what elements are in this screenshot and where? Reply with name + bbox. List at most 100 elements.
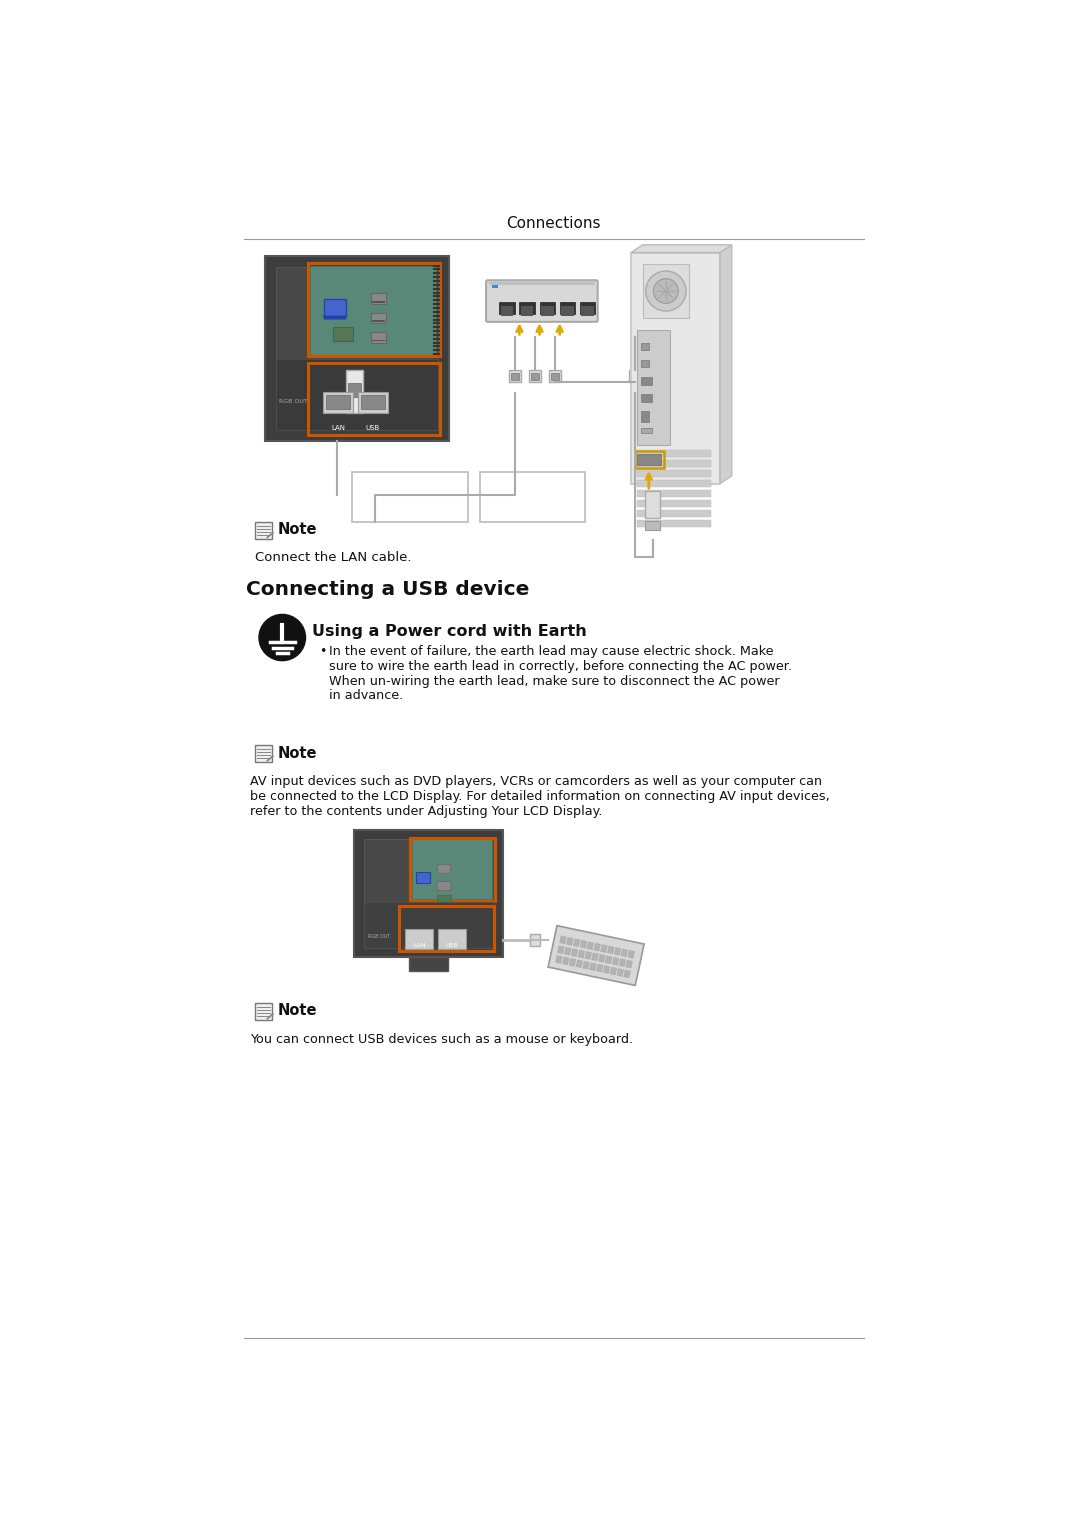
Polygon shape (610, 967, 617, 974)
Bar (413, 840, 492, 899)
Bar (580, 302, 595, 315)
Bar (437, 895, 451, 906)
Bar (255, 522, 272, 539)
Polygon shape (567, 938, 573, 945)
Text: When un-wiring the earth lead, make sure to disconnect the AC power: When un-wiring the earth lead, make sure… (328, 675, 780, 687)
Text: USB: USB (446, 942, 458, 948)
Bar (529, 370, 541, 382)
Text: In the event of failure, the earth lead may cause electric shock. Make: In the event of failure, the earth lead … (328, 646, 773, 658)
Bar (354, 831, 503, 957)
Bar (266, 257, 449, 441)
Bar (373, 339, 384, 341)
Polygon shape (596, 964, 603, 973)
Polygon shape (592, 953, 598, 960)
FancyBboxPatch shape (486, 281, 597, 322)
Polygon shape (720, 244, 732, 484)
Polygon shape (604, 965, 610, 974)
Bar (308, 362, 440, 435)
Bar (334, 327, 353, 341)
Polygon shape (583, 962, 590, 970)
Text: Note: Note (278, 1003, 318, 1019)
Bar (409, 957, 448, 971)
Polygon shape (625, 960, 633, 968)
Bar (255, 1003, 272, 1020)
Bar (511, 374, 518, 380)
Text: AV input devices such as DVD players, VCRs or camcorders as well as your compute: AV input devices such as DVD players, VC… (249, 774, 822, 788)
Polygon shape (565, 947, 571, 954)
Polygon shape (323, 316, 348, 319)
Bar (499, 302, 515, 315)
Bar (637, 470, 711, 476)
Bar (540, 302, 555, 315)
Bar (642, 428, 652, 432)
Circle shape (259, 614, 306, 661)
Bar (276, 359, 438, 431)
Bar (362, 395, 384, 409)
Polygon shape (594, 944, 600, 951)
Bar (549, 370, 562, 382)
Text: Note: Note (278, 522, 318, 538)
Bar (581, 307, 594, 316)
Bar (635, 450, 663, 469)
Bar (642, 377, 652, 385)
Text: RGB OUT: RGB OUT (279, 399, 308, 403)
Polygon shape (617, 968, 623, 976)
Bar (400, 906, 494, 951)
Polygon shape (578, 950, 584, 957)
Text: Note: Note (278, 745, 318, 760)
Bar (255, 745, 272, 762)
Text: refer to the contents under Adjusting Your LCD Display.: refer to the contents under Adjusting Yo… (249, 805, 602, 818)
Bar (364, 901, 494, 948)
Bar (631, 374, 638, 380)
Bar (480, 472, 584, 522)
Polygon shape (619, 959, 625, 967)
Polygon shape (607, 947, 615, 954)
Bar (348, 383, 361, 397)
Bar (631, 252, 720, 484)
Polygon shape (615, 947, 621, 956)
Text: be connected to the LCD Display. For detailed information on connecting AV input: be connected to the LCD Display. For det… (249, 789, 829, 803)
Bar (276, 267, 438, 431)
Polygon shape (559, 936, 566, 944)
Text: Using a Power cord with Earth: Using a Power cord with Earth (312, 623, 586, 638)
Polygon shape (557, 945, 565, 954)
Bar (645, 492, 661, 518)
Bar (437, 864, 449, 873)
Bar (359, 392, 388, 414)
Text: RGB OUT: RGB OUT (368, 935, 390, 939)
Bar (551, 374, 559, 380)
Bar (637, 454, 661, 466)
Bar (310, 266, 436, 354)
Bar (637, 460, 711, 467)
Text: Connecting a USB device: Connecting a USB device (246, 580, 529, 599)
Bar (323, 392, 353, 414)
Bar (531, 374, 539, 380)
Bar (642, 344, 649, 350)
Polygon shape (571, 948, 578, 956)
Polygon shape (549, 925, 644, 985)
Bar (373, 301, 384, 302)
Text: Connect the LAN cable.: Connect the LAN cable. (255, 551, 411, 565)
Bar (637, 490, 711, 496)
Bar (370, 331, 387, 342)
Polygon shape (627, 950, 635, 959)
Polygon shape (605, 956, 612, 964)
Bar (521, 307, 534, 316)
Bar (370, 313, 387, 324)
Bar (416, 872, 430, 883)
Bar (629, 370, 642, 382)
Text: in advance.: in advance. (328, 689, 403, 702)
Bar (509, 370, 521, 382)
Text: USB: USB (366, 425, 380, 431)
Bar (643, 264, 689, 318)
Bar (492, 286, 499, 289)
Bar (501, 307, 513, 316)
Polygon shape (576, 960, 583, 968)
Polygon shape (623, 970, 631, 977)
Bar (637, 510, 711, 516)
Text: •: • (320, 646, 327, 658)
Polygon shape (600, 945, 607, 953)
Polygon shape (598, 954, 605, 962)
Polygon shape (621, 948, 627, 957)
Bar (489, 282, 595, 286)
